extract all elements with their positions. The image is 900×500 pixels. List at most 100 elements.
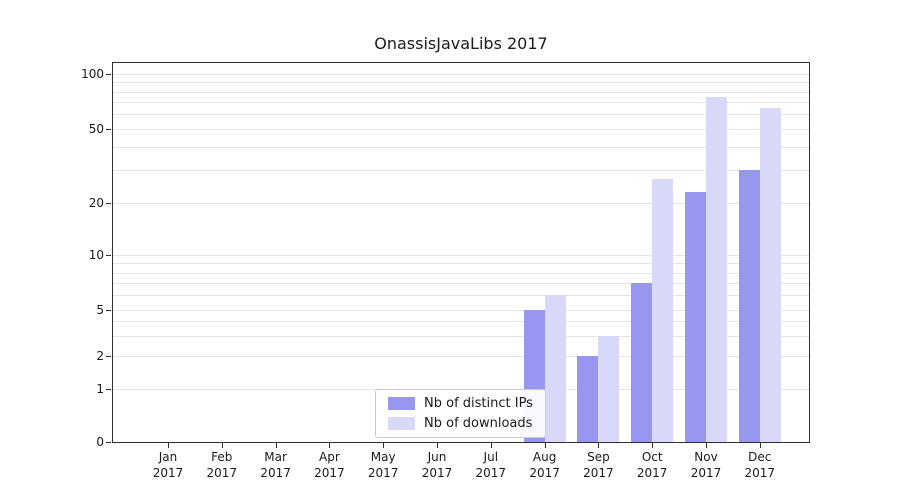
x-tick-label-line: 2017 bbox=[421, 466, 453, 480]
gridline bbox=[113, 335, 809, 337]
x-tick-mark bbox=[221, 443, 223, 448]
x-tick-mark bbox=[759, 443, 761, 448]
x-tick-label: Jul 2017 bbox=[454, 449, 528, 481]
x-tick-label: Dec 2017 bbox=[723, 449, 797, 481]
x-tick-label: Feb 2017 bbox=[185, 449, 259, 481]
y-tick-mark bbox=[106, 73, 111, 75]
x-tick-mark bbox=[329, 443, 331, 448]
legend-item-distinct-ips: Nb of distinct IPs bbox=[388, 396, 533, 411]
x-tick-label: May 2017 bbox=[346, 449, 420, 481]
gridline bbox=[113, 146, 809, 148]
x-tick-label-line: 2017 bbox=[314, 466, 345, 480]
y-tick-label: 5 bbox=[96, 302, 104, 317]
y-tick-mark bbox=[106, 356, 111, 358]
x-tick-label-line: 2017 bbox=[636, 466, 668, 480]
y-tick-label: 50 bbox=[88, 121, 104, 136]
gridline bbox=[113, 74, 809, 75]
bar-distinct-ips bbox=[631, 283, 653, 442]
gridline bbox=[113, 356, 809, 358]
bar-downloads bbox=[598, 335, 620, 442]
x-tick-label-line: 2017 bbox=[690, 466, 722, 480]
grid-layer bbox=[113, 63, 809, 442]
x-tick-mark bbox=[437, 443, 438, 448]
x-tick-label-line: 2017 bbox=[152, 466, 184, 480]
gridline bbox=[113, 128, 809, 130]
x-tick-label-line: 2017 bbox=[529, 466, 560, 480]
y-tick-label: 1 bbox=[96, 382, 104, 397]
x-tick-mark bbox=[383, 443, 385, 448]
x-tick-mark bbox=[652, 443, 654, 448]
gridline bbox=[113, 82, 809, 84]
x-tick-label: Oct 2017 bbox=[615, 449, 689, 481]
bar-downloads bbox=[652, 178, 674, 442]
chart-title: OnassisJavaLibs 2017 bbox=[374, 34, 548, 53]
x-tick-label-line: 2017 bbox=[206, 466, 238, 480]
x-tick-label-line: 2017 bbox=[744, 466, 776, 480]
y-tick-mark bbox=[106, 442, 111, 443]
legend-label-distinct-ips: Nb of distinct IPs bbox=[424, 396, 533, 411]
x-tick-label-line: 2017 bbox=[475, 466, 507, 480]
x-tick-label: Aug 2017 bbox=[508, 449, 582, 481]
x-tick-mark bbox=[490, 443, 492, 448]
y-tick-mark bbox=[106, 255, 111, 257]
bar-distinct-ips bbox=[738, 170, 760, 442]
y-tick-mark bbox=[106, 389, 111, 391]
bar-distinct-ips bbox=[577, 356, 599, 442]
y-tick-mark bbox=[106, 309, 111, 311]
x-tick-label-line: Jun bbox=[427, 450, 447, 464]
x-tick-mark bbox=[275, 443, 277, 448]
x-tick-label-line: Oct bbox=[641, 450, 663, 464]
gridline bbox=[113, 114, 809, 116]
gridline bbox=[113, 91, 809, 93]
legend-swatch-downloads bbox=[388, 417, 415, 430]
y-tick-mark bbox=[106, 128, 111, 130]
y-tick-label: 10 bbox=[88, 248, 104, 263]
bar-downloads bbox=[544, 295, 566, 442]
x-tick-label-line: 2017 bbox=[260, 466, 291, 480]
bar-downloads bbox=[706, 96, 727, 442]
x-tick-label-line: Dec bbox=[748, 450, 772, 464]
bar-downloads bbox=[759, 107, 781, 442]
x-tick-label: Mar 2017 bbox=[239, 449, 313, 481]
gridline bbox=[113, 102, 809, 104]
x-tick-label-line: Mar bbox=[264, 450, 287, 464]
x-tick-label-line: Jan bbox=[158, 450, 178, 464]
legend-swatch-distinct-ips bbox=[388, 397, 415, 410]
x-tick-label: Sep 2017 bbox=[561, 449, 635, 481]
plot-area: Nb of distinct IPs Nb of downloads bbox=[112, 62, 810, 443]
gridline bbox=[113, 295, 809, 297]
gridline bbox=[113, 170, 809, 172]
x-tick-label: Jan 2017 bbox=[131, 449, 205, 481]
gridline bbox=[113, 272, 809, 274]
x-tick-mark bbox=[706, 443, 707, 448]
x-tick-mark bbox=[544, 443, 546, 448]
gridline bbox=[113, 309, 809, 311]
x-tick-label-line: Apr bbox=[319, 450, 340, 464]
x-tick-mark bbox=[168, 443, 169, 448]
x-tick-label-line: Sep bbox=[587, 450, 610, 464]
y-tick-label: 2 bbox=[96, 349, 104, 364]
gridline bbox=[113, 263, 809, 265]
x-tick-label-line: Aug bbox=[532, 450, 557, 464]
x-tick-label-line: Jul bbox=[483, 450, 499, 464]
y-tick-label: 20 bbox=[88, 196, 104, 211]
bar-distinct-ips bbox=[685, 191, 706, 442]
y-tick-mark bbox=[106, 203, 111, 205]
y-tick-label: 0 bbox=[96, 435, 104, 449]
bars-layer bbox=[113, 63, 809, 442]
x-tick-label-line: Nov bbox=[694, 450, 718, 464]
x-tick-label: Apr 2017 bbox=[292, 449, 366, 481]
x-tick-mark bbox=[598, 443, 600, 448]
gridline bbox=[113, 203, 809, 205]
x-tick-label: Nov 2017 bbox=[669, 449, 743, 481]
x-tick-label: Jun 2017 bbox=[400, 449, 474, 481]
gridline bbox=[113, 321, 809, 323]
legend-label-downloads: Nb of downloads bbox=[424, 416, 533, 431]
gridline bbox=[113, 283, 809, 285]
y-tick-label: 100 bbox=[81, 66, 104, 81]
gridline bbox=[113, 255, 809, 257]
legend: Nb of distinct IPs Nb of downloads bbox=[375, 389, 546, 438]
x-tick-label-line: 2017 bbox=[367, 466, 399, 480]
legend-item-downloads: Nb of downloads bbox=[388, 416, 533, 431]
